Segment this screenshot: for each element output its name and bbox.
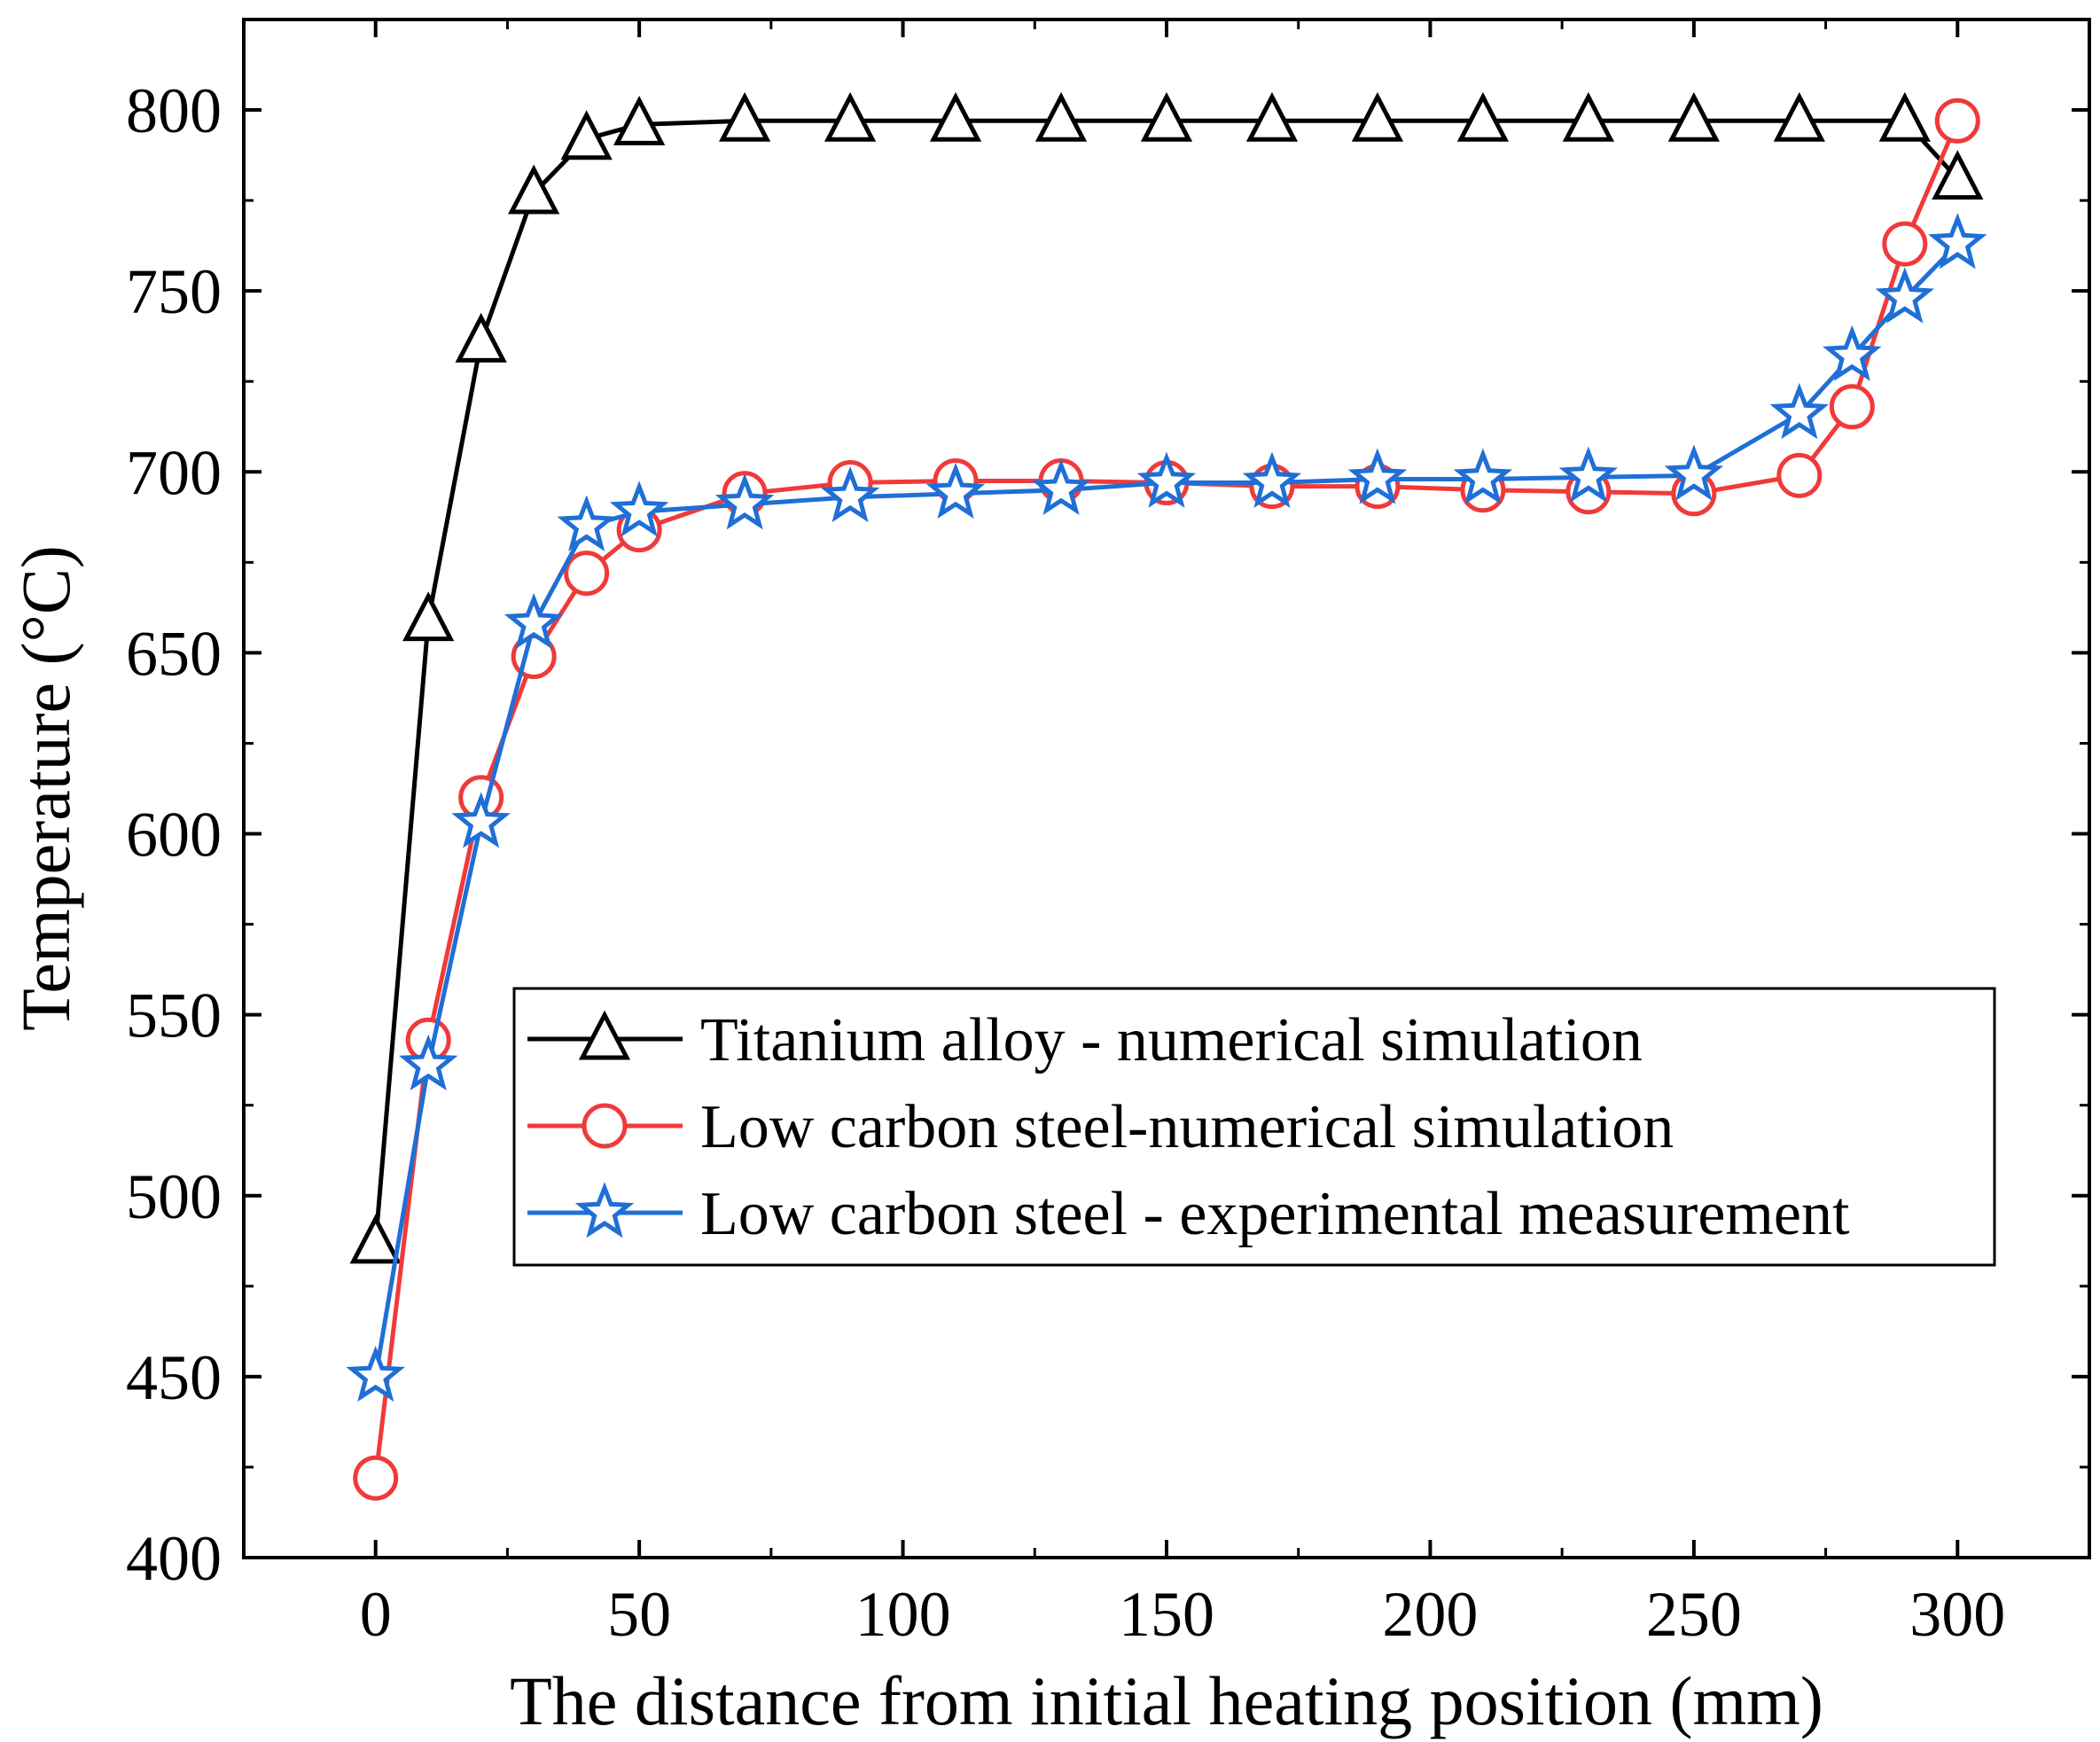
data-point [1664,444,1724,501]
y-tick-label: 750 [126,256,222,327]
data-point [613,95,666,145]
data-point [929,91,982,142]
data-point [398,1034,458,1091]
data-point [349,1214,402,1264]
data-point [1769,383,1830,440]
data-point [1562,91,1615,142]
legend-label: Low carbon steel-numerical simulation [700,1093,1674,1161]
data-point [1136,451,1197,508]
data-point [1245,91,1299,142]
y-tick-label: 400 [126,1523,222,1594]
data-point [1140,91,1193,142]
legend-label: Low carbon steel - experimental measurem… [700,1180,1850,1248]
y-tick-label: 700 [126,437,222,508]
data-point [1031,458,1091,516]
data-point [609,480,669,537]
data-point [560,110,613,160]
axis-ticks: 0 50 100 150 200 250 300 400 450 500 550 600 650 700 7… [126,18,2091,1650]
y-tick-label: 500 [126,1161,222,1232]
x-tick-label: 150 [1119,1579,1214,1650]
x-tick-label: 200 [1382,1579,1478,1650]
data-point [820,465,880,523]
data-point [1558,446,1619,503]
data-point [1932,150,1984,200]
y-tick-label: 800 [126,75,222,146]
legend-label: Titanium alloy - numerical simulation [700,1006,1643,1074]
series-layer [346,91,1987,1501]
data-point [508,164,560,215]
legend-item: Low carbon steel - experimental measurem… [527,1180,1850,1248]
data-point [1456,91,1510,142]
data-point [718,91,771,142]
legend: Titanium alloy - numerical simulation Low… [512,987,1996,1267]
data-point [1882,221,1928,267]
data-point [1829,384,1875,430]
data-point [1934,98,1980,144]
data-point [1351,91,1404,142]
y-tick-label: 450 [126,1342,222,1413]
plot-frame [242,18,2091,1559]
data-point [1034,91,1088,142]
data-point [1667,91,1720,142]
x-tick-label: 0 [360,1579,392,1650]
legend-marker [574,1182,635,1238]
data-point [1453,448,1513,504]
x-axis-title: The distance from initial heating positi… [510,1662,1823,1739]
data-point [564,551,610,597]
data-point [455,312,507,363]
x-tick-label: 100 [855,1579,951,1650]
x-tick-label: 250 [1646,1579,1742,1650]
legend-box [512,987,1996,1267]
data-point [714,473,775,530]
series-line [373,120,1960,1479]
legend-item: Low carbon steel-numerical simulation [527,1093,1674,1161]
data-point [1823,324,1882,381]
data-point [402,591,455,642]
series-2 [346,213,1987,1402]
x-tick-label: 50 [607,1579,671,1650]
data-point [1347,448,1408,504]
series-0 [349,91,1984,1264]
y-tick-label: 600 [126,800,222,871]
y-tick-label: 650 [126,618,222,689]
data-point [1242,451,1302,508]
data-point [1878,91,1931,142]
series-line [373,242,1960,1378]
x-tick-label: 300 [1909,1579,2005,1650]
y-tick-label: 550 [126,980,222,1051]
data-point [1875,267,1935,324]
data-point [925,462,986,519]
data-point [1928,213,1987,270]
legend-marker [578,1010,631,1060]
data-point [557,495,616,551]
data-point [451,792,511,848]
legend-item: Titanium alloy - numerical simulation [527,1006,1643,1074]
data-point [504,592,564,650]
legend-marker [582,1103,628,1149]
series-1 [353,98,1980,1501]
data-point [824,91,877,142]
data-point [1776,452,1823,498]
data-point [1773,91,1825,142]
data-point [353,1455,399,1501]
y-axis-title: Temperature (°C) [7,545,84,1031]
data-point [346,1345,405,1402]
